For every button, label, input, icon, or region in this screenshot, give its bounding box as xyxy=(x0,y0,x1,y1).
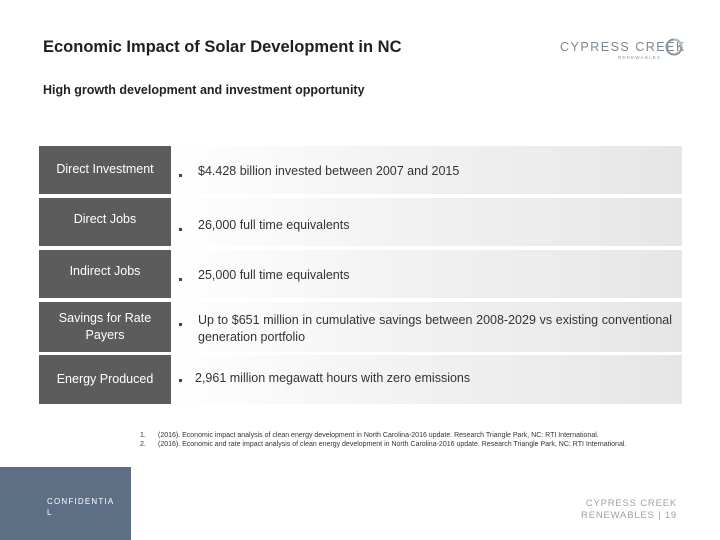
impact-row-direct-jobs: Direct Jobs 26,000 full time equivalents xyxy=(39,198,682,246)
logo-name: CYPRESS CREEK xyxy=(560,40,686,54)
impact-row-energy-produced: Energy Produced 2,961 million megawatt h… xyxy=(39,355,682,404)
footer-brand: CYPRESS CREEK RENEWABLES | 19 xyxy=(581,498,677,522)
footnote-item: 2. (2016). Economic and rate impact anal… xyxy=(140,440,640,449)
company-logo: CYPRESS CREEK RENEWABLES xyxy=(560,38,690,66)
footer-page-number: RENEWABLES | 19 xyxy=(581,510,677,521)
logo-tagline: RENEWABLES xyxy=(618,55,662,60)
row-content: 25,000 full time equivalents xyxy=(171,250,682,298)
row-text: $4.428 billion invested between 2007 and… xyxy=(198,164,460,178)
row-label: Direct Jobs xyxy=(39,198,171,246)
row-content: 26,000 full time equivalents xyxy=(171,198,682,246)
impact-row-indirect-jobs: Indirect Jobs 25,000 full time equivalen… xyxy=(39,250,682,298)
row-text: 2,961 million megawatt hours with zero e… xyxy=(195,371,471,385)
row-label: Indirect Jobs xyxy=(39,250,171,298)
footnote-text: (2016). Economic and rate impact analysi… xyxy=(158,441,627,448)
confidential-label: CONFIDENTIAL xyxy=(47,497,115,517)
slide-subtitle: High growth development and investment o… xyxy=(43,83,365,97)
confidential-block xyxy=(0,467,131,540)
row-content: Up to $651 million in cumulative savings… xyxy=(171,302,682,352)
row-content: 2,961 million megawatt hours with zero e… xyxy=(171,355,682,404)
row-text: Up to $651 million in cumulative savings… xyxy=(198,313,672,344)
row-label: Savings for Rate Payers xyxy=(39,302,171,352)
footnote-number: 1. xyxy=(140,432,146,439)
row-text: 26,000 full time equivalents xyxy=(198,218,350,232)
row-text: 25,000 full time equivalents xyxy=(198,268,350,282)
bullet-icon xyxy=(179,228,182,231)
footnote-item: 1. (2016). Economic impact analysis of c… xyxy=(140,431,640,440)
logo-ring-icon xyxy=(665,38,683,56)
bullet-icon xyxy=(179,323,182,326)
bullet-icon xyxy=(179,379,182,382)
bullet-icon xyxy=(179,278,182,281)
impact-row-savings: Savings for Rate Payers Up to $651 milli… xyxy=(39,302,682,352)
footnote-text: (2016). Economic impact analysis of clea… xyxy=(158,432,599,439)
row-label: Energy Produced xyxy=(39,355,171,404)
row-content: $4.428 billion invested between 2007 and… xyxy=(171,146,682,194)
row-label: Direct Investment xyxy=(39,146,171,194)
footnote-number: 2. xyxy=(140,441,146,448)
bullet-icon xyxy=(179,174,182,177)
slide-title: Economic Impact of Solar Development in … xyxy=(43,38,402,56)
impact-row-direct-investment: Direct Investment $4.428 billion investe… xyxy=(39,146,682,194)
footnotes: 1. (2016). Economic impact analysis of c… xyxy=(140,431,640,449)
footer-brand-name: CYPRESS CREEK xyxy=(585,498,677,509)
